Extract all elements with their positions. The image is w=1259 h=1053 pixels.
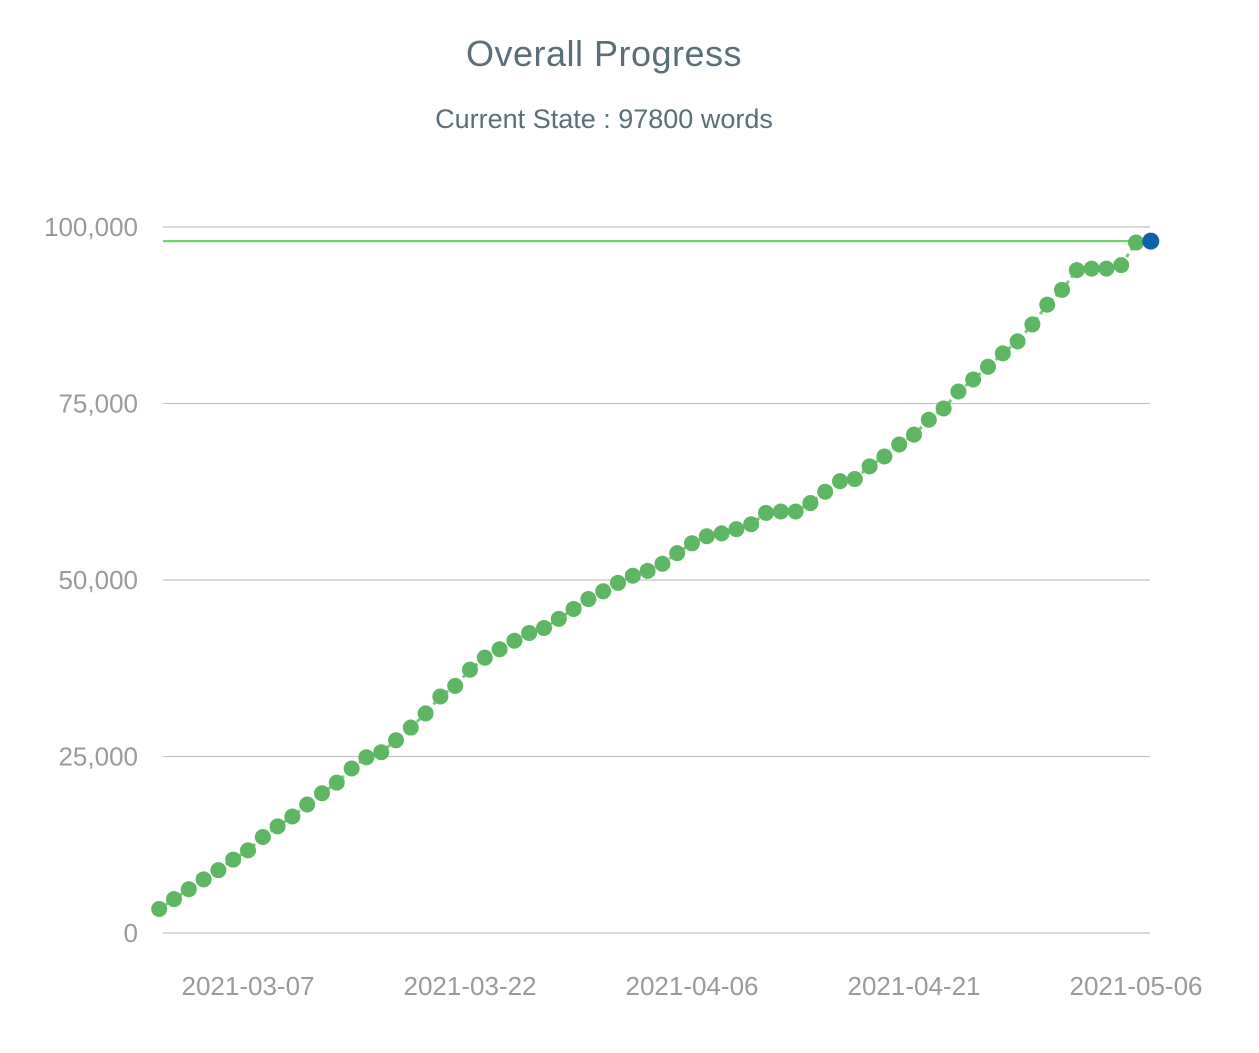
data-point-2021-03-09[interactable] [269,818,286,835]
data-point-2021-04-19[interactable] [876,448,893,465]
y-axis-tick-label: 0 [124,918,138,948]
data-point-2021-04-21[interactable] [906,426,922,443]
data-point-2021-03-25[interactable] [506,632,523,649]
data-point-2021-03-20[interactable] [432,688,449,705]
data-point-2021-04-27[interactable] [994,345,1011,362]
data-point-2021-04-04[interactable] [654,555,671,572]
data-point-2021-05-05[interactable] [1113,257,1130,274]
data-point-2021-04-14[interactable] [802,495,819,512]
data-point-2021-03-23[interactable] [476,649,493,666]
chart-subtitle: Current State : 97800 words [435,104,773,134]
data-point-2021-04-30[interactable] [1039,296,1056,313]
data-point-2021-05-03[interactable] [1083,260,1100,277]
data-point-2021-03-24[interactable] [491,641,508,658]
data-point-2021-04-15[interactable] [817,483,834,500]
data-point-2021-04-05[interactable] [669,545,686,562]
data-point-2021-03-15[interactable] [358,749,375,766]
data-point-2021-05-04[interactable] [1098,260,1115,277]
goal-point-2021-05-07[interactable] [1142,232,1160,250]
data-point-2021-03-31[interactable] [595,583,612,600]
chart-title: Overall Progress [465,33,743,74]
data-point-2021-04-01[interactable] [610,574,626,591]
data-point-2021-04-08[interactable] [713,525,730,542]
data-point-2021-04-06[interactable] [684,535,700,552]
data-point-2021-03-29[interactable] [565,600,582,617]
data-point-2021-04-11[interactable] [758,504,774,521]
data-point-2021-03-19[interactable] [417,705,434,722]
x-axis-tick-label: 2021-04-06 [626,971,759,1001]
data-point-2021-03-17[interactable] [388,732,404,749]
data-point-2021-04-23[interactable] [935,400,952,417]
y-axis-tick-label: 100,000 [44,212,138,242]
data-point-2021-03-11[interactable] [299,796,316,813]
data-point-2021-04-25[interactable] [965,371,982,388]
data-point-2021-03-08[interactable] [254,828,271,845]
x-axis-tick-label: 2021-04-21 [848,971,981,1001]
data-point-2021-04-03[interactable] [639,562,656,579]
data-point-2021-05-06[interactable] [1128,234,1144,251]
x-axis-tick-label: 2021-03-07 [182,971,315,1001]
data-point-2021-04-02[interactable] [624,567,641,584]
data-point-2021-03-26[interactable] [521,624,538,641]
data-point-2021-04-12[interactable] [772,503,789,520]
y-axis-tick-label: 50,000 [58,565,138,595]
data-point-2021-04-13[interactable] [787,503,804,520]
data-point-2021-05-02[interactable] [1068,262,1085,279]
data-point-2021-03-16[interactable] [373,744,390,761]
y-axis-tick-label: 75,000 [58,389,138,419]
data-point-2021-03-04[interactable] [195,871,212,888]
data-point-2021-03-22[interactable] [462,661,478,678]
data-point-2021-03-05[interactable] [210,862,227,879]
data-point-2021-04-07[interactable] [698,528,715,545]
data-point-2021-03-21[interactable] [447,677,464,694]
data-point-2021-03-06[interactable] [225,851,242,868]
data-point-2021-03-03[interactable] [180,881,197,898]
data-point-2021-04-22[interactable] [920,411,937,428]
data-point-2021-04-10[interactable] [743,516,760,533]
data-point-2021-04-29[interactable] [1024,316,1041,333]
data-point-2021-04-18[interactable] [861,458,878,475]
data-point-2021-03-10[interactable] [284,808,301,825]
data-point-2021-04-16[interactable] [832,473,848,490]
data-point-2021-03-14[interactable] [343,760,360,777]
data-point-2021-03-01[interactable] [151,900,168,917]
data-point-2021-04-28[interactable] [1009,333,1026,350]
data-point-2021-04-09[interactable] [728,521,745,538]
data-point-2021-03-27[interactable] [536,620,552,637]
data-point-2021-03-07[interactable] [240,842,256,859]
data-point-2021-04-20[interactable] [891,436,908,453]
data-point-2021-03-02[interactable] [166,891,182,908]
data-point-2021-03-12[interactable] [314,785,330,802]
data-point-2021-05-01[interactable] [1054,281,1070,298]
data-point-2021-03-18[interactable] [402,719,419,736]
data-point-2021-04-17[interactable] [846,471,863,488]
data-point-2021-04-26[interactable] [980,358,996,375]
data-point-2021-03-28[interactable] [550,610,567,627]
x-axis-tick-label: 2021-05-06 [1070,971,1203,1001]
data-point-2021-03-13[interactable] [328,774,345,791]
y-axis-tick-label: 25,000 [58,742,138,772]
data-point-2021-04-24[interactable] [950,383,967,400]
x-axis-tick-label: 2021-03-22 [404,971,537,1001]
data-point-2021-03-30[interactable] [580,591,597,608]
